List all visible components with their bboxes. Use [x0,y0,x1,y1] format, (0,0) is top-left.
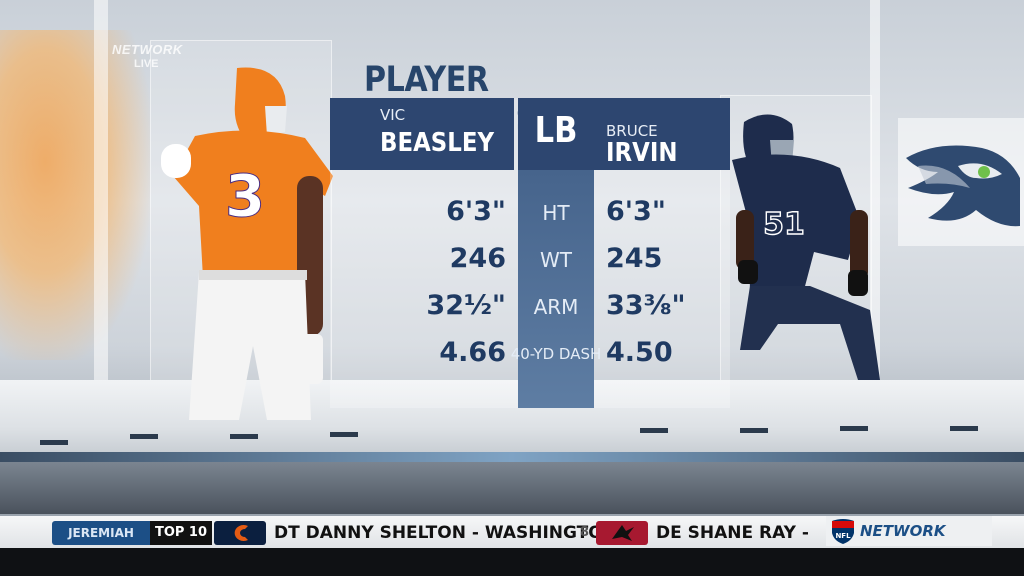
right-last-name: IRVIN [606,138,678,168]
floor-marker [330,432,358,437]
right-height-value: 6'3" [606,196,666,227]
left-first-name: VIC [380,106,406,124]
bruce-irvin-photo: 51 [732,114,880,380]
left-jersey-number: 3 [225,162,265,230]
network-wordmark: NETWORK [860,522,946,540]
svg-text:NFL: NFL [835,532,851,540]
position-label: LB [534,110,578,151]
left-player-header: VIC BEASLEY [330,98,514,170]
network-bug: NETWORK [112,42,183,57]
arm-label: ARM [533,295,579,319]
nfl-shield-icon: NFL [832,519,854,544]
weight-label: WT [540,248,572,272]
floor-marker [130,434,158,439]
left-weight-value: 246 [449,243,506,274]
floor-marker [840,426,868,431]
vic-beasley-photo: 3 [161,67,333,420]
glass-pillar [94,0,108,400]
dash-label: 40-YD DASH [510,345,602,363]
ticker-pick-8: DE SHANE RAY - MI [656,523,816,543]
right-player-header: BRUCE IRVIN [594,98,730,170]
right-arm-value: 33⅜" [606,290,686,321]
left-dash-value: 4.66 [439,337,506,368]
bears-logo-icon [214,521,266,545]
falcons-logo-icon [596,521,648,545]
ticker-top10-label: TOP 10 [150,521,212,545]
left-height-value: 6'3" [446,196,506,227]
right-jersey-number: 51 [763,207,805,242]
right-dash-value: 4.50 [606,337,673,368]
floor-marker [740,428,768,433]
floor-marker [950,426,978,431]
nfl-network-logo: NFL NETWORK [826,516,992,546]
right-first-name: BRUCE [606,122,658,140]
seahawks-logo-icon [906,145,1020,227]
seahawks-logo-panel [898,118,1024,246]
letterbox-bar [0,548,1024,576]
clemson-backdrop [0,30,150,360]
floor-marker [640,428,668,433]
live-indicator: LIVE [134,58,159,70]
lower-backdrop [0,462,1024,514]
position-header: LB [518,98,594,170]
right-weight-value: 245 [606,243,663,274]
stat-label-column [518,170,594,408]
height-label: HT [542,201,570,225]
floor-marker [40,440,68,445]
ticker-pick-7: DT DANNY SHELTON - WASHINGTON [274,523,617,543]
floor-light-strip [0,452,1024,462]
ticker-segment-label: JEREMIAH MOCK [52,521,150,564]
ticker-pick-8-number: 8 [580,525,590,540]
studio-floor [0,380,1024,460]
glass-pillar [870,0,880,400]
floor-marker [230,434,258,439]
left-arm-value: 32½" [426,290,506,321]
left-last-name: BEASLEY [380,128,495,158]
